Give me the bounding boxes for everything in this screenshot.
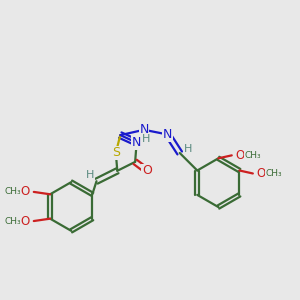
Text: O: O	[256, 167, 266, 180]
Text: CH₃: CH₃	[4, 188, 21, 196]
Text: N: N	[163, 128, 172, 141]
Text: O: O	[236, 149, 245, 162]
Text: N: N	[132, 136, 141, 149]
Text: S: S	[112, 146, 120, 160]
Text: O: O	[21, 214, 30, 227]
Text: H: H	[184, 143, 192, 154]
Text: CH₃: CH₃	[266, 169, 283, 178]
Text: O: O	[142, 164, 152, 177]
Text: H: H	[142, 134, 151, 144]
Text: O: O	[21, 185, 30, 198]
Text: CH₃: CH₃	[4, 217, 21, 226]
Text: CH₃: CH₃	[245, 151, 261, 160]
Text: N: N	[140, 123, 149, 136]
Text: H: H	[86, 170, 94, 180]
